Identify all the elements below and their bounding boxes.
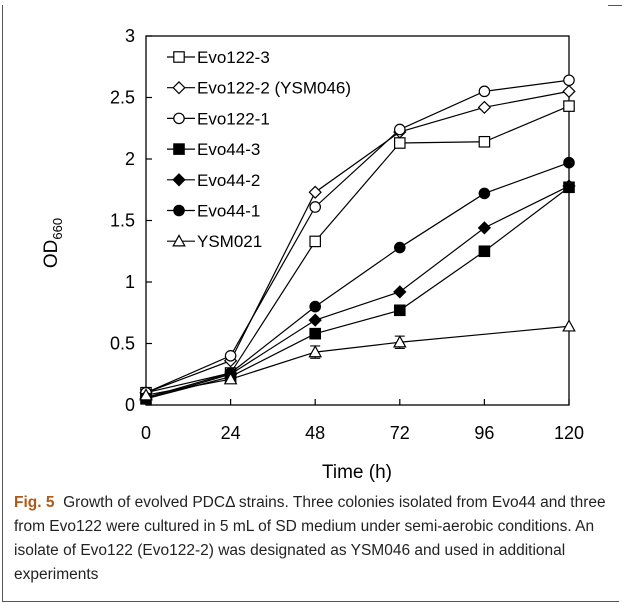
legend-entry: Evo44-1	[167, 202, 260, 221]
data-point	[394, 137, 406, 149]
data-point	[309, 300, 321, 313]
series-line	[145, 185, 570, 400]
data-point	[393, 241, 406, 254]
y-axis-label-main: OD	[41, 240, 62, 269]
data-point	[563, 74, 575, 87]
series-line	[145, 186, 570, 400]
data-point	[562, 179, 576, 193]
legend-marker	[173, 51, 185, 63]
data-point	[562, 319, 576, 332]
y-tick-label: 1.5	[110, 211, 135, 231]
x-tick-label: 24	[221, 423, 241, 443]
legend-label: YSM021	[197, 232, 262, 251]
legend-marker	[173, 143, 185, 155]
legend-label: Evo44-3	[197, 140, 260, 159]
y-tick-label: 0.5	[110, 334, 135, 354]
data-point	[308, 313, 322, 327]
series-ysm021	[139, 319, 576, 401]
legend-marker	[173, 112, 185, 125]
data-point	[562, 84, 576, 98]
series-line	[145, 79, 570, 394]
y-axis-label-subscript: 660	[50, 218, 65, 240]
y-tick-label: 0	[125, 395, 135, 415]
data-point	[223, 372, 238, 385]
x-tick-label: 0	[141, 423, 151, 443]
legend-marker	[172, 173, 186, 187]
x-axis-label: Time (h)	[322, 462, 392, 483]
data-point	[478, 135, 491, 148]
series-line	[145, 105, 570, 394]
y-tick-label: 2	[125, 149, 135, 169]
data-point	[308, 185, 322, 199]
y-tick-label: 2.5	[110, 88, 135, 108]
data-point	[393, 285, 407, 299]
data-point	[563, 156, 575, 169]
data-point	[308, 345, 323, 358]
caption-text: Growth of evolved PDCΔ strains. Three co…	[14, 494, 606, 583]
x-tick-label: 72	[390, 423, 410, 443]
legend-marker	[172, 81, 186, 95]
y-tick-label: 3	[125, 26, 135, 46]
legend-label: Evo122-2 (YSM046)	[197, 79, 351, 98]
data-point	[394, 304, 406, 317]
caption-label: Fig. 5	[14, 494, 55, 511]
legend-label: Evo122-1	[197, 109, 270, 128]
legend-entry: Evo44-2	[167, 171, 260, 190]
data-point	[309, 235, 321, 248]
legend-entry: Evo44-3	[167, 140, 260, 159]
frame-corner	[608, 5, 622, 6]
legend-marker	[173, 204, 185, 217]
legend-marker	[172, 234, 186, 247]
legend-entry: Evo122-2 (YSM046)	[167, 79, 351, 98]
x-tick-label: 48	[305, 423, 325, 443]
y-axis-label: OD660	[41, 218, 65, 268]
data-point	[309, 327, 321, 340]
y-tick-label: 1	[125, 272, 135, 292]
data-point	[139, 388, 153, 401]
data-point	[563, 100, 575, 112]
data-point	[224, 349, 237, 362]
data-point	[393, 123, 406, 136]
data-point	[392, 335, 407, 348]
x-tick-label: 96	[474, 423, 494, 443]
data-point	[309, 201, 321, 213]
series-line	[145, 162, 570, 399]
figure-caption: Fig. 5 Growth of evolved PDCΔ strains. T…	[14, 491, 610, 587]
data-point	[477, 221, 492, 235]
legend-label: Evo44-2	[197, 171, 260, 190]
series-line	[145, 90, 570, 394]
od-growth-chart: 0 0.5 1 1.5 2 2.5 3 0 24 48 72 96 120 Evo122-3 Evo122…	[41, 26, 584, 483]
legend-entry: YSM021	[167, 232, 262, 251]
x-tick-label: 120	[554, 423, 584, 443]
series-evo44-1	[140, 156, 575, 404]
legend-label: Evo44-1	[197, 202, 260, 221]
legend-label: Evo122-3	[197, 48, 270, 67]
figure-frame	[2, 5, 619, 602]
series-line	[145, 325, 570, 396]
legend-entry: Evo122-1	[167, 109, 270, 128]
legend-entry: Evo122-3	[167, 48, 270, 67]
data-point	[478, 245, 491, 258]
data-point	[478, 85, 491, 98]
data-point	[477, 100, 492, 114]
data-point	[478, 187, 491, 200]
